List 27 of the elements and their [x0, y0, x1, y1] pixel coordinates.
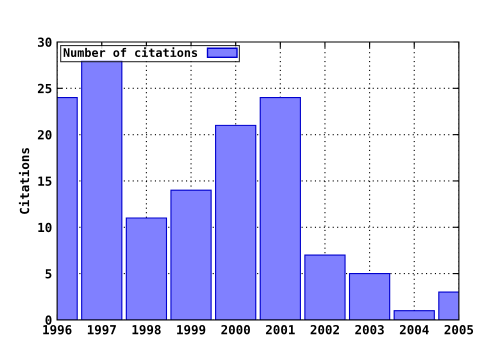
bar [304, 254, 346, 320]
y-tick-label: 0 [45, 315, 52, 325]
x-tick-label: 2003 [355, 324, 384, 334]
y-tick-label: 20 [38, 130, 52, 140]
x-tick-label: 2005 [444, 324, 474, 334]
x-tick-label: 2002 [310, 324, 339, 334]
bar [260, 97, 301, 320]
x-tick-label: 2004 [400, 324, 429, 334]
bar [81, 60, 122, 320]
y-tick-label: 10 [38, 222, 52, 232]
legend-label: Number of citations [64, 47, 198, 58]
x-tick-label: 2001 [266, 324, 295, 334]
y-tick-label: 25 [38, 84, 52, 94]
x-tick-label: 1999 [177, 325, 206, 334]
y-axis-title: Citations [18, 148, 30, 214]
x-tick-label: 2000 [221, 324, 250, 334]
bar [170, 190, 212, 320]
bar [394, 310, 435, 320]
x-tick-label: 1998 [132, 324, 161, 334]
y-tick-label: 30 [38, 37, 52, 47]
bar [348, 273, 390, 320]
bar [215, 124, 256, 320]
y-tick-label: 15 [38, 176, 52, 186]
y-tick-label: 5 [46, 269, 52, 279]
x-tick-label: 1996 [43, 324, 72, 334]
x-tick-label: 1997 [88, 325, 116, 334]
bar [126, 217, 168, 320]
